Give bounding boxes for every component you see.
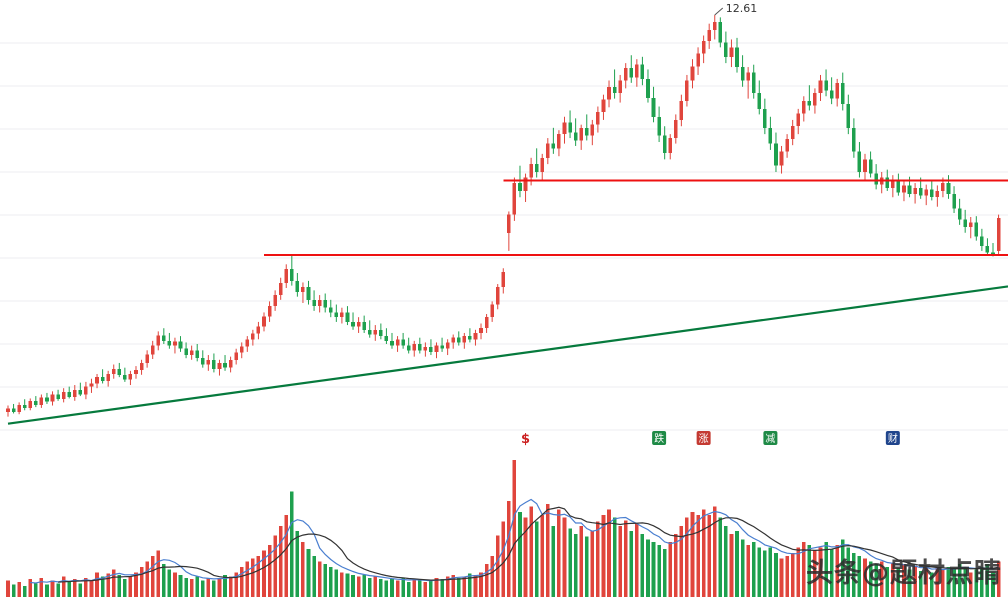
- svg-text:减: 减: [765, 433, 775, 445]
- svg-text:12.61: 12.61: [726, 2, 758, 15]
- watermark-text: 头条@题材点睛: [806, 558, 1002, 589]
- svg-text:$: $: [521, 432, 530, 447]
- gridlines: [0, 42, 1008, 431]
- volume-bars: [6, 460, 1001, 597]
- watermark: 头条@题材点睛: [806, 551, 1002, 590]
- event-badges: $ 跌 涨 减 财: [521, 431, 900, 447]
- svg-text:跌: 跌: [654, 432, 664, 445]
- resistance-lines: [263, 179, 1008, 256]
- volume-ma-lines: [30, 498, 999, 584]
- peak-price-label: 12.61: [714, 2, 758, 16]
- trendline: [7, 285, 1008, 425]
- svg-text:财: 财: [888, 432, 898, 445]
- svg-text:涨: 涨: [699, 433, 709, 445]
